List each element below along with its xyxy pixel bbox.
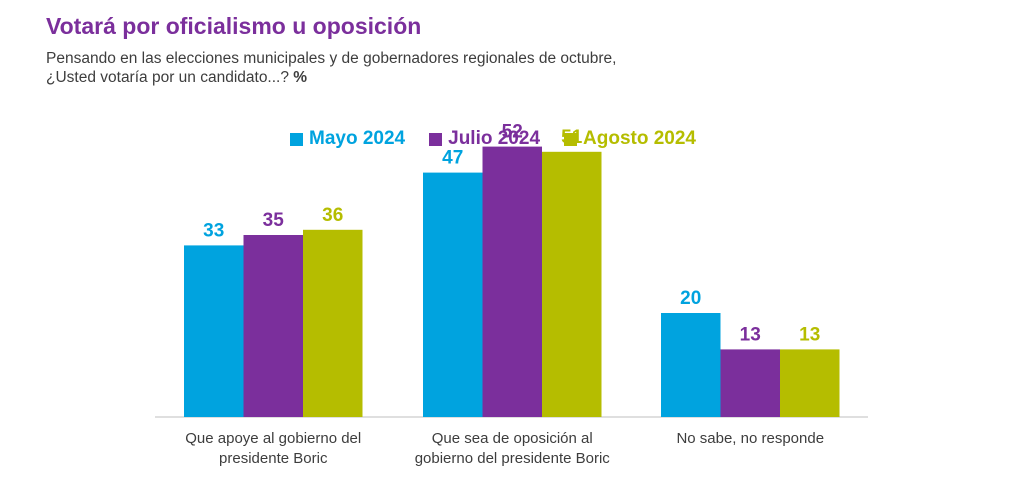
category-label: Que apoye al gobierno del (185, 430, 361, 447)
bar (780, 349, 840, 417)
category-label: No sabe, no responde (676, 430, 824, 447)
legend-swatch (564, 132, 578, 146)
category-label: gobierno del presidente Boric (415, 450, 611, 467)
bar (542, 151, 602, 418)
bar (184, 245, 244, 417)
data-label: 51 (561, 127, 583, 148)
data-label: 33 (203, 220, 224, 241)
bar (303, 229, 363, 417)
bar (482, 146, 542, 417)
legend-swatch (429, 132, 443, 146)
bar (243, 235, 303, 417)
data-label: 47 (442, 148, 463, 169)
data-label: 35 (263, 210, 285, 231)
data-label: 20 (680, 288, 701, 309)
legend-label: Mayo 2024 (309, 128, 406, 149)
unit-label: % (293, 69, 308, 86)
data-label: 13 (740, 324, 761, 345)
subtitle-line-1: Pensando en las elecciones municipales y… (46, 50, 617, 67)
data-label: 13 (799, 324, 820, 345)
legend-label: Julio 2024 (448, 128, 541, 149)
bar (720, 349, 780, 417)
legend-item-0: Mayo 2024 (290, 128, 405, 150)
page-title: Votará por oficialismo u oposición (46, 13, 422, 39)
chart-legend: Mayo 2024 Julio 2024 Agosto 2024 (290, 128, 696, 150)
legend-item-1: Julio 2024 (429, 128, 540, 150)
bar (661, 313, 721, 417)
legend-item-2: Agosto 2024 (564, 128, 696, 150)
data-label: 36 (322, 205, 343, 226)
category-label: presidente Boric (219, 450, 328, 467)
bar (423, 172, 483, 417)
legend-label: Agosto 2024 (583, 128, 696, 149)
category-label: Que sea de oposición al (432, 430, 593, 447)
subtitle-line-2: ¿Usted votaría por un candidato...? (46, 69, 289, 86)
legend-swatch (290, 132, 303, 146)
data-label: 52 (502, 122, 523, 143)
chart-subtitle: Pensando en las elecciones municipales y… (46, 49, 746, 87)
